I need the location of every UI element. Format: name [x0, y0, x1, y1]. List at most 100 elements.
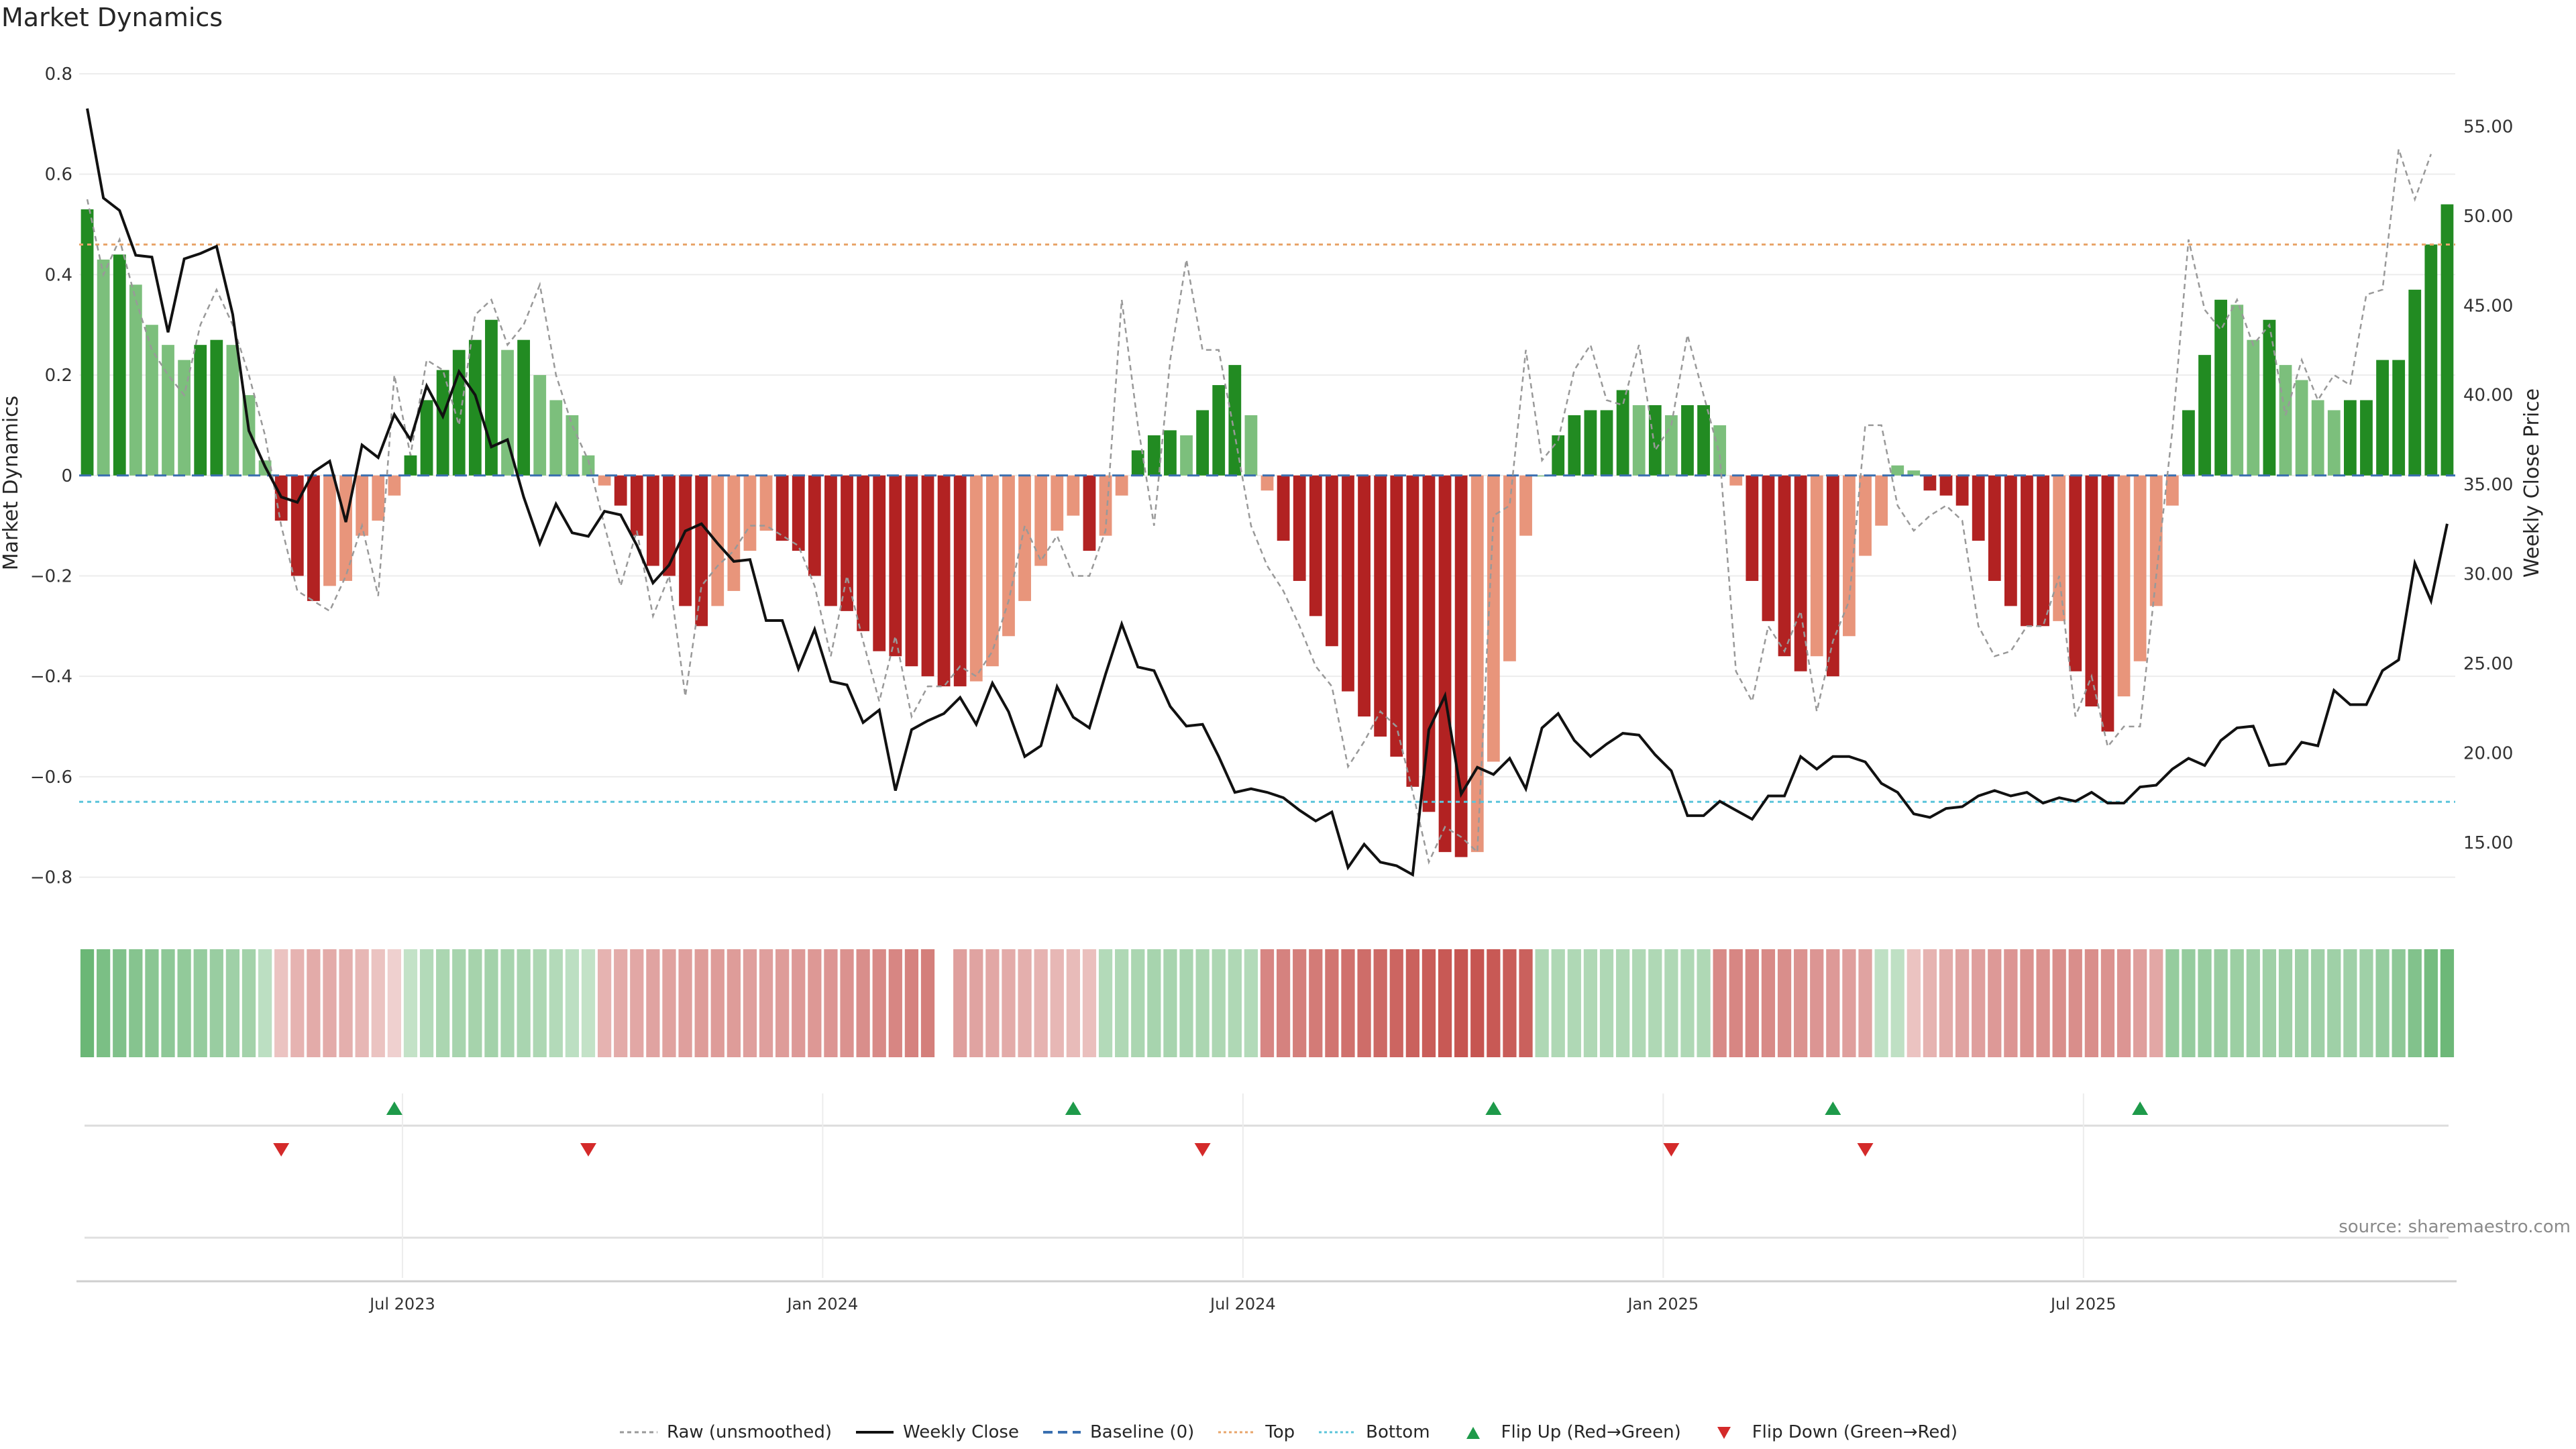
x-tick-label: Jul 2024: [1209, 1295, 1276, 1313]
y-tick-label: 0.6: [45, 165, 72, 185]
dynamics-bar: [2165, 475, 2179, 506]
dynamics-bar: [792, 475, 805, 551]
dynamics-bar: [388, 475, 401, 496]
heat-cell: [258, 949, 272, 1057]
dynamics-bar: [2247, 339, 2260, 476]
heat-cell: [241, 949, 256, 1057]
heat-cell: [1599, 949, 1614, 1057]
heat-cell: [1405, 949, 1419, 1057]
dynamics-bar: [711, 475, 724, 606]
legend-symbol: [1717, 1427, 1731, 1439]
flip-down-marker: [1194, 1143, 1211, 1157]
heat-cell: [2084, 949, 2098, 1057]
heat-cell: [985, 949, 1000, 1057]
heat-cell: [1131, 949, 1145, 1057]
dynamics-bar: [2311, 400, 2324, 476]
dynamics-bar: [2376, 360, 2389, 476]
heat-cell: [2068, 949, 2082, 1057]
weekly-close-line: [86, 108, 2449, 877]
heat-cell: [694, 949, 708, 1057]
heat-cell: [1179, 949, 1193, 1057]
y2-tick-label: 30.00: [2463, 565, 2513, 585]
heat-cell: [1244, 949, 1258, 1057]
dynamics-bar: [969, 475, 983, 682]
dynamics-bar: [566, 415, 579, 476]
heat-cell: [1745, 949, 1759, 1057]
heat-cell: [549, 949, 563, 1057]
y2-tick-label: 55.00: [2463, 117, 2513, 137]
dynamics-bar: [2069, 475, 2082, 672]
heat-cell: [113, 949, 127, 1057]
dynamics-bar: [1907, 470, 1921, 476]
heat-cell: [1147, 949, 1161, 1057]
heat-cell: [307, 949, 321, 1057]
dynamics-bar: [1147, 435, 1161, 476]
y-tick-label: 0.8: [45, 64, 72, 85]
dynamics-bar: [1422, 475, 1436, 812]
heat-cell: [484, 949, 498, 1057]
heat-cell: [2424, 949, 2438, 1057]
y-tick-label: 0.2: [45, 366, 72, 386]
heat-cell: [792, 949, 806, 1057]
dynamics-bar: [1826, 475, 1839, 677]
heat-cell: [1842, 949, 1856, 1057]
heat-cell: [1648, 949, 1662, 1057]
dynamics-bar: [113, 254, 126, 476]
dynamics-bar: [1616, 390, 1629, 476]
legend-symbol: [1042, 1431, 1081, 1434]
heat-cell: [1260, 949, 1275, 1057]
dynamics-bar: [824, 475, 837, 606]
legend-item-close: Weekly Close: [855, 1422, 1019, 1442]
heat-cell: [888, 949, 902, 1057]
heat-cell: [2262, 949, 2277, 1057]
legend-symbol: [1319, 1431, 1357, 1434]
dynamics-bar: [1406, 475, 1419, 787]
heat-cell: [597, 949, 612, 1057]
heat-cell: [1697, 949, 1711, 1057]
dynamics-bar: [1067, 475, 1080, 516]
dynamics-bar: [1762, 475, 1775, 621]
heat-cell: [2294, 949, 2309, 1057]
heat-cell: [1923, 949, 1937, 1057]
dynamics-bar: [1374, 475, 1387, 737]
heat-cell: [1487, 949, 1501, 1057]
dynamics-bar: [1632, 405, 1646, 476]
legend-item-top: Top: [1217, 1422, 1295, 1442]
heat-cell: [1503, 949, 1517, 1057]
heat-cell: [1454, 949, 1468, 1057]
dynamics-bar: [1034, 475, 1048, 566]
dynamics-bar: [1648, 405, 1662, 476]
dynamics-bar: [2263, 319, 2276, 476]
heat-cell: [1098, 949, 1113, 1057]
heat-cell: [2133, 949, 2147, 1057]
heat-cell: [1438, 949, 1452, 1057]
dynamics-bar: [1212, 385, 1226, 476]
dynamics-bar: [1293, 475, 1306, 581]
x-tick-label: Jan 2024: [786, 1295, 859, 1313]
heat-cell: [193, 949, 207, 1057]
dynamics-bar: [743, 475, 757, 551]
dynamics-bar: [436, 370, 449, 476]
heat-cell: [436, 949, 450, 1057]
heat-cell: [1212, 949, 1226, 1057]
dynamics-bar: [1584, 410, 1597, 476]
heat-cell: [953, 949, 967, 1057]
dynamics-bar: [2117, 475, 2131, 697]
x-tick-label: Jan 2025: [1626, 1295, 1699, 1313]
chart-title: Market Dynamics: [1, 3, 223, 32]
heat-cell: [565, 949, 580, 1057]
dynamics-bar: [517, 339, 531, 476]
chart-legend: Raw (unsmoothed) Weekly Close Baseline (0)…: [0, 1422, 2576, 1442]
heat-cell: [1421, 949, 1436, 1057]
dynamics-bar: [1843, 475, 1856, 637]
heat-cell: [2116, 949, 2131, 1057]
dynamics-bar: [1358, 475, 1371, 717]
legend-label: Weekly Close: [903, 1422, 1019, 1442]
dynamics-bar: [1746, 475, 1759, 581]
heat-cell: [2036, 949, 2050, 1057]
heat-cell: [2327, 949, 2341, 1057]
flip-up-marker: [1825, 1102, 1841, 1115]
dynamics-bar: [356, 475, 369, 536]
heat-cell: [1341, 949, 1355, 1057]
dynamics-bar: [646, 475, 659, 566]
